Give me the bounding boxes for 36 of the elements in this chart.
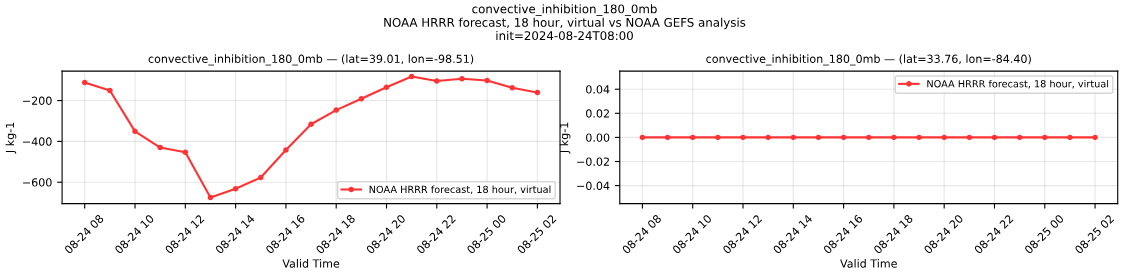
- point: [308, 121, 314, 128]
- x-axis-title: Valid Time: [840, 259, 897, 268]
- y-tick-label: −600: [23, 178, 52, 187]
- point: [207, 194, 214, 201]
- y-tick-label: 0.00: [586, 133, 610, 142]
- point: [232, 185, 239, 192]
- point: [132, 128, 138, 135]
- point: [509, 84, 516, 91]
- y-tick-label: −200: [23, 96, 52, 105]
- point: [157, 144, 163, 151]
- point: [534, 89, 541, 96]
- x-axis-title: Valid Time: [282, 259, 340, 268]
- y-tick-label: 0.02: [586, 109, 609, 118]
- y-tick-label: −0.02: [577, 157, 609, 166]
- point: [107, 87, 113, 94]
- legend-label: NOAA HRRR forecast, 18 hour, virtual: [927, 79, 1109, 89]
- point: [459, 75, 465, 82]
- y-axis-title: J kg-1: [5, 122, 17, 154]
- y-axis-title: J kg-1: [559, 122, 571, 154]
- point: [358, 95, 365, 102]
- point: [182, 149, 189, 155]
- y-tick-label: −0.04: [577, 181, 610, 190]
- point: [408, 73, 415, 80]
- point: [81, 79, 88, 86]
- text: convective_inhibition_180_0mb NOAA HRRR forecast, 18 hour, virtual vs NOAA GEFS analysis init=2024-08-24T08:00: [384, 4, 746, 41]
- point: [383, 84, 390, 91]
- legend-label: NOAA HRRR forecast, 18 hour, virtual: [369, 185, 551, 195]
- point: [434, 78, 440, 84]
- y-tick-label: 0.04: [586, 85, 610, 94]
- chart-title: convective_inhibition_180_0mb — (lat=33.76, lon=-84.40): [706, 54, 1031, 66]
- chart-title: convective_inhibition_180_0mb — (lat=39.01, lon=-98.51): [148, 54, 474, 66]
- point: [283, 147, 289, 153]
- point: [257, 174, 264, 181]
- y-tick-label: −400: [23, 137, 52, 146]
- point: [333, 107, 339, 113]
- point: [484, 77, 490, 84]
